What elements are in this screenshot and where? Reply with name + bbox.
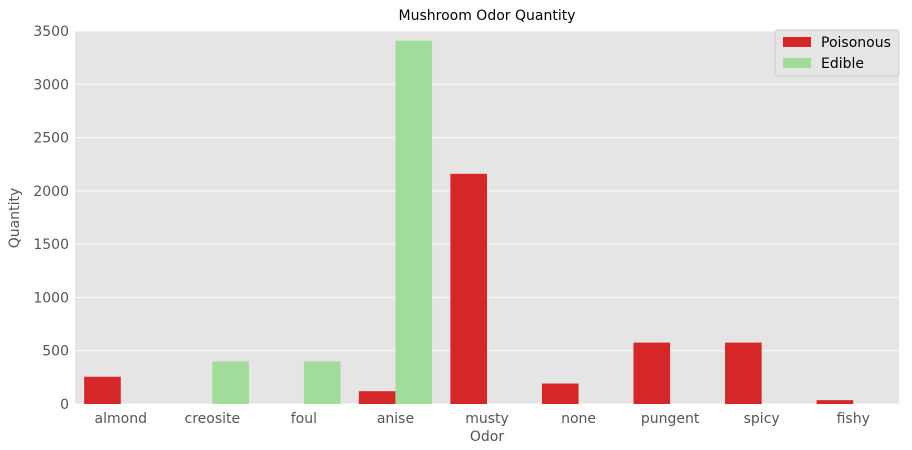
x-tick-label: foul xyxy=(291,411,317,427)
bar-poisonous-anise xyxy=(358,391,396,404)
y-tick-label: 500 xyxy=(42,344,69,360)
y-tick-label: 2000 xyxy=(33,184,69,200)
x-tick-label: fishy xyxy=(837,411,870,427)
y-tick-label: 3500 xyxy=(33,24,69,40)
legend: Poisonous Edible xyxy=(774,29,900,77)
x-tick-label: pungent xyxy=(641,411,700,427)
y-tick-label: 1500 xyxy=(33,237,69,253)
y-tick-label: 2500 xyxy=(33,131,69,147)
x-tick-label: spicy xyxy=(744,411,780,427)
bar-edible-creosite xyxy=(212,361,249,404)
y-tick-label: 0 xyxy=(60,397,69,413)
x-tick-label: almond xyxy=(95,411,147,427)
x-axis-ticks: almond creosite foul anise musty none pungent s… xyxy=(95,411,870,427)
bars xyxy=(84,40,854,405)
bar-edible-anise xyxy=(395,40,433,405)
y-axis-label: Quantity xyxy=(7,188,23,249)
bar-poisonous-musty xyxy=(450,173,487,404)
x-axis-label: Odor xyxy=(470,429,504,445)
x-tick-label: anise xyxy=(377,411,414,427)
bar-poisonous-spicy xyxy=(725,342,762,404)
bar-edible-foul xyxy=(303,361,341,404)
bar-poisonous-none xyxy=(541,383,579,404)
legend-label-edible: Edible xyxy=(821,56,864,72)
legend-swatch-edible xyxy=(783,58,811,68)
bar-poisonous-pungent xyxy=(633,342,671,404)
y-axis-ticks: 0 500 1000 1500 2000 2500 3000 3500 xyxy=(33,24,69,413)
y-tick-label: 1000 xyxy=(33,290,69,306)
legend-label-poisonous: Poisonous xyxy=(821,35,891,51)
y-tick-label: 3000 xyxy=(33,77,69,93)
bar-poisonous-fishy xyxy=(816,400,854,404)
legend-swatch-poisonous xyxy=(783,37,811,47)
x-tick-label: musty xyxy=(465,411,509,427)
bar-poisonous-almond xyxy=(84,376,121,404)
chart-title: Mushroom Odor Quantity xyxy=(399,8,576,24)
x-tick-label: creosite xyxy=(185,411,241,427)
x-tick-label: none xyxy=(561,411,596,427)
